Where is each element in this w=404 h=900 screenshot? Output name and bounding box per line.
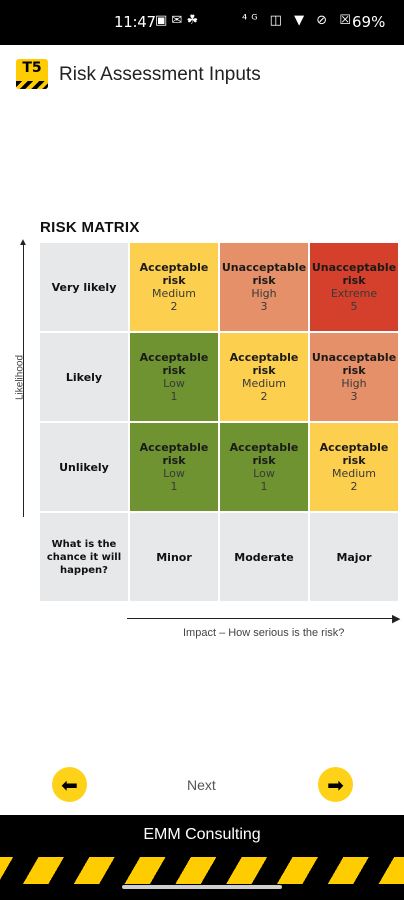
risk-cell-level: High bbox=[341, 377, 367, 390]
x-axis-label: Impact – How serious is the risk? bbox=[183, 627, 345, 639]
row-label-text: Likely bbox=[65, 370, 103, 384]
app-logo: T5 bbox=[16, 59, 48, 89]
hazard-stripes bbox=[0, 857, 404, 884]
risk-cell: Acceptable risk Low 1 bbox=[129, 332, 219, 422]
battery-level: 69% bbox=[352, 13, 386, 31]
corner-question: What is the chance it will happen? bbox=[39, 512, 129, 602]
risk-cell-score: 1 bbox=[260, 480, 268, 493]
risk-cell-status: Unacceptable risk bbox=[221, 261, 307, 287]
row-label-text: Unlikely bbox=[59, 460, 109, 474]
risk-cell-score: 2 bbox=[350, 480, 358, 493]
risk-cell-level: Low bbox=[253, 467, 275, 480]
risk-cell: Acceptable risk Medium 2 bbox=[219, 332, 309, 422]
signal-wifi-icons: ⁴ᴳ ◫ ▼ ⊘ ☒ bbox=[242, 13, 355, 28]
x-axis-arrow-icon: ▶ bbox=[392, 613, 401, 625]
next-button[interactable]: ➡ bbox=[318, 767, 353, 802]
x-axis-line bbox=[127, 618, 395, 619]
notification-icons: ▣ ✉ ☘ bbox=[155, 13, 199, 28]
risk-cell-level: Extreme bbox=[330, 287, 378, 300]
risk-cell: Acceptable risk Medium 2 bbox=[129, 242, 219, 332]
page-title: Risk Assessment Inputs bbox=[59, 64, 261, 85]
risk-cell-score: 1 bbox=[170, 390, 178, 403]
y-axis-line bbox=[23, 242, 24, 517]
risk-cell: Acceptable risk Medium 2 bbox=[309, 422, 399, 512]
risk-cell-score: 2 bbox=[260, 390, 268, 403]
risk-cell-level: Low bbox=[163, 467, 185, 480]
risk-cell-status: Acceptable risk bbox=[229, 351, 299, 377]
y-axis-label: Likelihood bbox=[14, 354, 26, 401]
risk-cell-level: Medium bbox=[332, 467, 376, 480]
logo-stripes bbox=[16, 81, 48, 89]
risk-cell: Acceptable risk Low 1 bbox=[219, 422, 309, 512]
risk-cell: Unacceptable risk Extreme 5 bbox=[309, 242, 399, 332]
risk-cell-score: 5 bbox=[350, 300, 358, 313]
row-label-unlikely: Unlikely bbox=[39, 422, 129, 512]
risk-cell-level: Medium bbox=[152, 287, 196, 300]
risk-matrix-grid: Very likely Acceptable risk Medium 2 Una… bbox=[39, 242, 399, 602]
risk-cell-status: Unacceptable risk bbox=[311, 261, 397, 287]
y-axis-arrow-icon: ▲ bbox=[18, 238, 28, 248]
arrow-right-icon: ➡ bbox=[327, 772, 344, 797]
risk-cell: Unacceptable risk High 3 bbox=[309, 332, 399, 422]
risk-cell-score: 3 bbox=[350, 390, 358, 403]
next-label: Next bbox=[187, 777, 216, 793]
logo-text: T5 bbox=[22, 60, 42, 76]
risk-cell-status: Unacceptable risk bbox=[311, 351, 397, 377]
column-label-text: Major bbox=[336, 550, 372, 564]
risk-cell: Acceptable risk Low 1 bbox=[129, 422, 219, 512]
previous-button[interactable]: ⬅ bbox=[52, 767, 87, 802]
home-indicator[interactable] bbox=[122, 885, 282, 889]
risk-cell-status: Acceptable risk bbox=[139, 351, 209, 377]
status-bar: 11:47 ▣ ✉ ☘ ⁴ᴳ ◫ ▼ ⊘ ☒ 69% bbox=[0, 0, 404, 45]
footer-company: EMM Consulting bbox=[143, 826, 261, 843]
row-label-likely: Likely bbox=[39, 332, 129, 422]
risk-cell-score: 3 bbox=[260, 300, 268, 313]
row-label-very-likely: Very likely bbox=[39, 242, 129, 332]
matrix-title: RISK MATRIX bbox=[40, 219, 140, 236]
corner-question-text: What is the chance it will happen? bbox=[46, 538, 122, 576]
app-bar: T5 Risk Assessment Inputs bbox=[0, 45, 404, 105]
column-label-minor: Minor bbox=[129, 512, 219, 602]
risk-cell-score: 1 bbox=[170, 480, 178, 493]
risk-cell-status: Acceptable risk bbox=[139, 441, 209, 467]
risk-cell-status: Acceptable risk bbox=[139, 261, 209, 287]
column-label-text: Minor bbox=[156, 550, 192, 564]
column-label-text: Moderate bbox=[234, 550, 294, 564]
risk-cell-score: 2 bbox=[170, 300, 178, 313]
arrow-left-icon: ⬅ bbox=[61, 772, 78, 797]
row-label-text: Very likely bbox=[51, 280, 117, 294]
column-label-moderate: Moderate bbox=[219, 512, 309, 602]
risk-cell: Unacceptable risk High 3 bbox=[219, 242, 309, 332]
risk-cell-status: Acceptable risk bbox=[229, 441, 299, 467]
risk-cell-level: Low bbox=[163, 377, 185, 390]
risk-cell-level: Medium bbox=[242, 377, 286, 390]
column-label-major: Major bbox=[309, 512, 399, 602]
status-time: 11:47 bbox=[114, 13, 156, 31]
risk-cell-status: Acceptable risk bbox=[319, 441, 389, 467]
risk-cell-level: High bbox=[251, 287, 277, 300]
